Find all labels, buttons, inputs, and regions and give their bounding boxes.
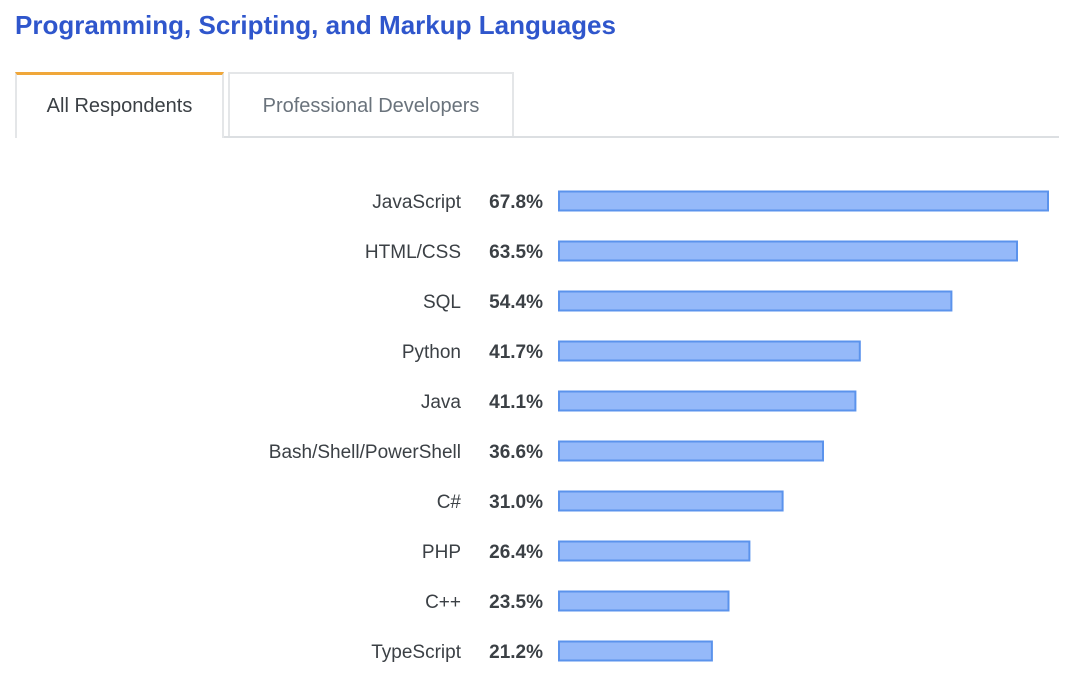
bar-row-html-css: HTML/CSS 63.5% — [365, 240, 1018, 263]
value-label: 41.1% — [489, 392, 543, 413]
category-label: Bash/Shell/PowerShell — [269, 442, 461, 463]
bar — [558, 440, 824, 462]
value-label: 67.8% — [489, 192, 543, 213]
value-label: 63.5% — [489, 242, 543, 263]
chart-rows: JavaScript 67.8% HTML/CSS 63.5% SQL 54.4% Pyth… — [269, 190, 1049, 663]
bar — [558, 390, 857, 412]
bar — [558, 240, 1018, 262]
bar — [558, 640, 713, 662]
tab-all-respondents[interactable]: All Respondents — [15, 72, 224, 138]
value-label: 31.0% — [489, 492, 543, 513]
category-label: TypeScript — [371, 642, 461, 663]
bar-row-java: Java 41.1% — [421, 390, 857, 413]
category-label: C# — [437, 492, 462, 513]
category-label: C++ — [425, 592, 461, 613]
category-label: PHP — [422, 542, 461, 563]
value-label: 26.4% — [489, 542, 543, 563]
page-title: Programming, Scripting, and Markup Langu… — [15, 10, 616, 40]
category-label: Java — [421, 392, 462, 413]
bar — [558, 290, 953, 312]
category-label: HTML/CSS — [365, 242, 461, 263]
bar-row-php: PHP 26.4% — [422, 540, 751, 563]
bar-row-python: Python 41.7% — [402, 340, 861, 363]
bar-row-bash-shell-powershell: Bash/Shell/PowerShell 36.6% — [269, 440, 824, 463]
category-label: SQL — [423, 292, 461, 313]
value-label: 36.6% — [489, 442, 543, 463]
bar-row-javascript: JavaScript 67.8% — [372, 190, 1049, 213]
bar — [558, 540, 751, 562]
bar-row-c: C# 31.0% — [437, 490, 784, 513]
tab-professional-developers[interactable]: Professional Developers — [228, 72, 514, 136]
bar — [558, 490, 784, 512]
value-label: 54.4% — [489, 292, 543, 313]
category-label: Python — [402, 342, 461, 363]
bar — [558, 340, 861, 362]
value-label: 21.2% — [489, 642, 543, 663]
value-label: 41.7% — [489, 342, 543, 363]
value-label: 23.5% — [489, 592, 543, 613]
bar — [558, 190, 1049, 212]
tab-bar: All Respondents Professional Developers — [15, 72, 1059, 138]
category-label: JavaScript — [372, 192, 461, 213]
bar-row-c: C++ 23.5% — [425, 590, 730, 613]
bar — [558, 590, 730, 612]
bar-row-typescript: TypeScript 21.2% — [371, 640, 713, 663]
bar-row-sql: SQL 54.4% — [423, 290, 953, 313]
